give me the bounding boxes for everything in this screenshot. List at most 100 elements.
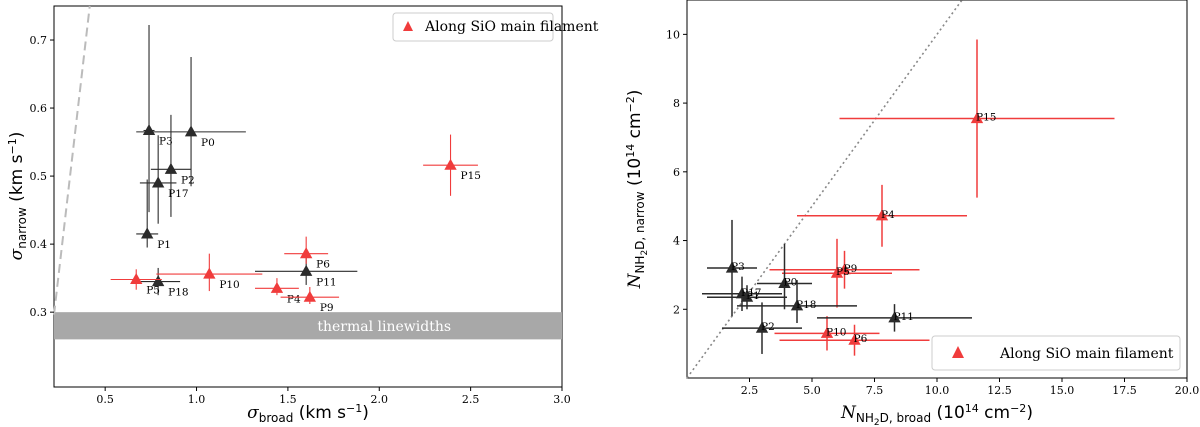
left-point-label-P4: P4: [287, 293, 301, 305]
right-point-label-P4: P4: [881, 209, 895, 221]
left-point-P18: P18: [136, 267, 189, 299]
left-plot-frame: [53, 5, 563, 388]
right-legend-label: Along SiO main filament: [999, 346, 1174, 362]
thermal-band-label: thermal linewidths: [317, 319, 451, 335]
right-point-label-P10: P10: [826, 326, 846, 338]
right-point-label-P9: P9: [844, 263, 858, 275]
left-point-P17: P17: [139, 135, 189, 224]
right-y-axis-label: NNH2D, narrow (1014 cm−2): [624, 90, 650, 290]
right-y-tick-label: 8: [673, 97, 680, 110]
right-reference-line-segment: [686, 0, 963, 379]
left-marker-P6: [299, 247, 313, 259]
left-x-tick-label: 1.5: [279, 393, 297, 406]
left-panel: thermal linewidths 0.5 1.0 1.5 2.0 2.5 3.0 0.3…: [6, 5, 599, 425]
left-point-label-P3: P3: [159, 136, 173, 148]
left-marker-P3: [142, 124, 156, 136]
right-marker-P17: [735, 287, 749, 299]
left-marker-P15: [444, 158, 457, 170]
right-marker-P10: [820, 326, 834, 338]
thermal-band: [54, 312, 562, 340]
right-point-P10: P10: [774, 316, 880, 351]
left-marker-P9: [303, 290, 317, 302]
left-y-tick-label: 0.3: [30, 306, 48, 319]
left-point-P15: P15: [423, 134, 481, 196]
left-point-label-P15: P15: [461, 170, 481, 182]
left-point-label-P6: P6: [316, 259, 330, 271]
left-x-tick-label: 2.0: [371, 393, 389, 406]
right-x-tick-label: 5.0: [803, 384, 821, 397]
left-reference-line-segment: [53, 5, 91, 315]
right-y-tick-label: 4: [673, 235, 680, 248]
right-point-P6: P6: [779, 324, 930, 356]
left-marker-P0: [184, 125, 198, 137]
right-y-tick-label: 2: [673, 303, 680, 316]
right-point-P17: P17: [702, 276, 782, 311]
right-axis-ticks: 2.5 5.0 7.5 10.0 12.5 15.0 17.5 20.0 2 4 6 8 10: [666, 28, 1199, 397]
left-point-P3: P3: [142, 25, 173, 213]
right-legend: Along SiO main filament: [931, 335, 1181, 371]
right-legend-box: [931, 335, 1181, 371]
left-legend-box: [392, 12, 554, 42]
left-marker-P18: [151, 275, 165, 287]
left-point-P9: P9: [280, 286, 340, 314]
left-marker-P10: [203, 267, 216, 279]
left-legend-marker: [403, 21, 413, 31]
left-point-label-P1: P1: [157, 239, 171, 251]
thermal-band-rect: [54, 312, 562, 340]
right-marker-P18: [790, 299, 804, 311]
right-reference-line: [686, 0, 963, 379]
left-legend-label: Along SiO main filament: [424, 19, 599, 35]
right-marker-P5: [830, 266, 844, 278]
left-axis-ticks: 0.5 1.0 1.5 2.0 2.5 3.0 0.3 0.4 0.5 0.6 0.7: [30, 34, 571, 406]
right-marker-P15: [970, 112, 984, 124]
left-y-axis-label: σnarrow (km s−1): [6, 132, 29, 261]
left-marker-P17: [151, 176, 165, 188]
left-point-P11: P11: [255, 257, 358, 288]
right-marker-P11: [888, 311, 901, 323]
left-marker-P1: [141, 227, 154, 239]
left-data-points: P0 P3 P2 P17 P1 P18 P11 P5 P10 P6 P4 P9 P15: [110, 25, 481, 314]
left-marker-P11: [299, 264, 313, 276]
left-point-P2: P2: [150, 114, 195, 217]
right-marker-P2: [755, 321, 769, 333]
right-legend-marker: [952, 346, 964, 358]
right-point-P2: P2: [722, 302, 802, 354]
right-point-P5: P5: [782, 238, 892, 308]
left-point-label-P9: P9: [320, 302, 334, 314]
left-marker-P4: [270, 281, 284, 293]
left-point-P0: P0: [136, 57, 246, 187]
left-point-label-P10: P10: [219, 279, 239, 291]
left-x-tick-label: 3.0: [553, 393, 571, 406]
right-point-P4: P4: [797, 184, 967, 247]
right-point-label-P5: P5: [836, 266, 850, 278]
left-y-tick-label: 0.7: [30, 34, 48, 47]
right-x-tick-label: 20.0: [1175, 384, 1200, 397]
right-x-tick-label: 10.0: [925, 384, 950, 397]
left-reference-line: [53, 5, 91, 315]
right-point-label-P0: P0: [784, 277, 798, 289]
left-x-tick-label: 2.5: [462, 393, 480, 406]
right-point-label-P6: P6: [854, 333, 868, 345]
right-panel: 2.5 5.0 7.5 10.0 12.5 15.0 17.5 20.0 2 4 6 8 10 P15 P…: [624, 0, 1199, 427]
left-marker-P2: [164, 162, 178, 174]
left-point-label-P5: P5: [146, 285, 160, 297]
right-marker-P6: [848, 333, 861, 345]
left-x-tick-label: 1.0: [188, 393, 206, 406]
right-point-label-P11: P11: [894, 311, 914, 323]
right-x-tick-label: 7.5: [866, 384, 884, 397]
right-point-P15: P15: [839, 39, 1115, 198]
right-x-axis-label: NNH2D, broad (1014 cm−2): [840, 402, 1033, 427]
right-point-P3: P3: [707, 219, 757, 317]
left-point-label-P17: P17: [168, 188, 188, 200]
right-x-tick-label: 12.5: [987, 384, 1012, 397]
right-point-P18: P18: [737, 280, 857, 324]
right-marker-P0: [778, 277, 791, 289]
right-marker-P3: [725, 261, 739, 273]
right-point-P9: P9: [769, 250, 920, 289]
left-x-tick-label: 0.5: [96, 393, 114, 406]
left-point-label-P11: P11: [316, 276, 336, 288]
right-marker-P9: [838, 263, 851, 275]
left-point-label-P0: P0: [201, 137, 215, 149]
